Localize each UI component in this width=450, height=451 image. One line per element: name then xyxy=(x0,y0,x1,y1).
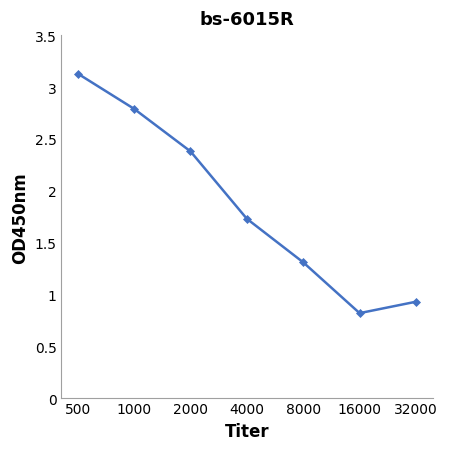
Y-axis label: OD450nm: OD450nm xyxy=(11,171,29,263)
Title: bs-6015R: bs-6015R xyxy=(199,11,294,29)
X-axis label: Titer: Titer xyxy=(225,422,269,440)
